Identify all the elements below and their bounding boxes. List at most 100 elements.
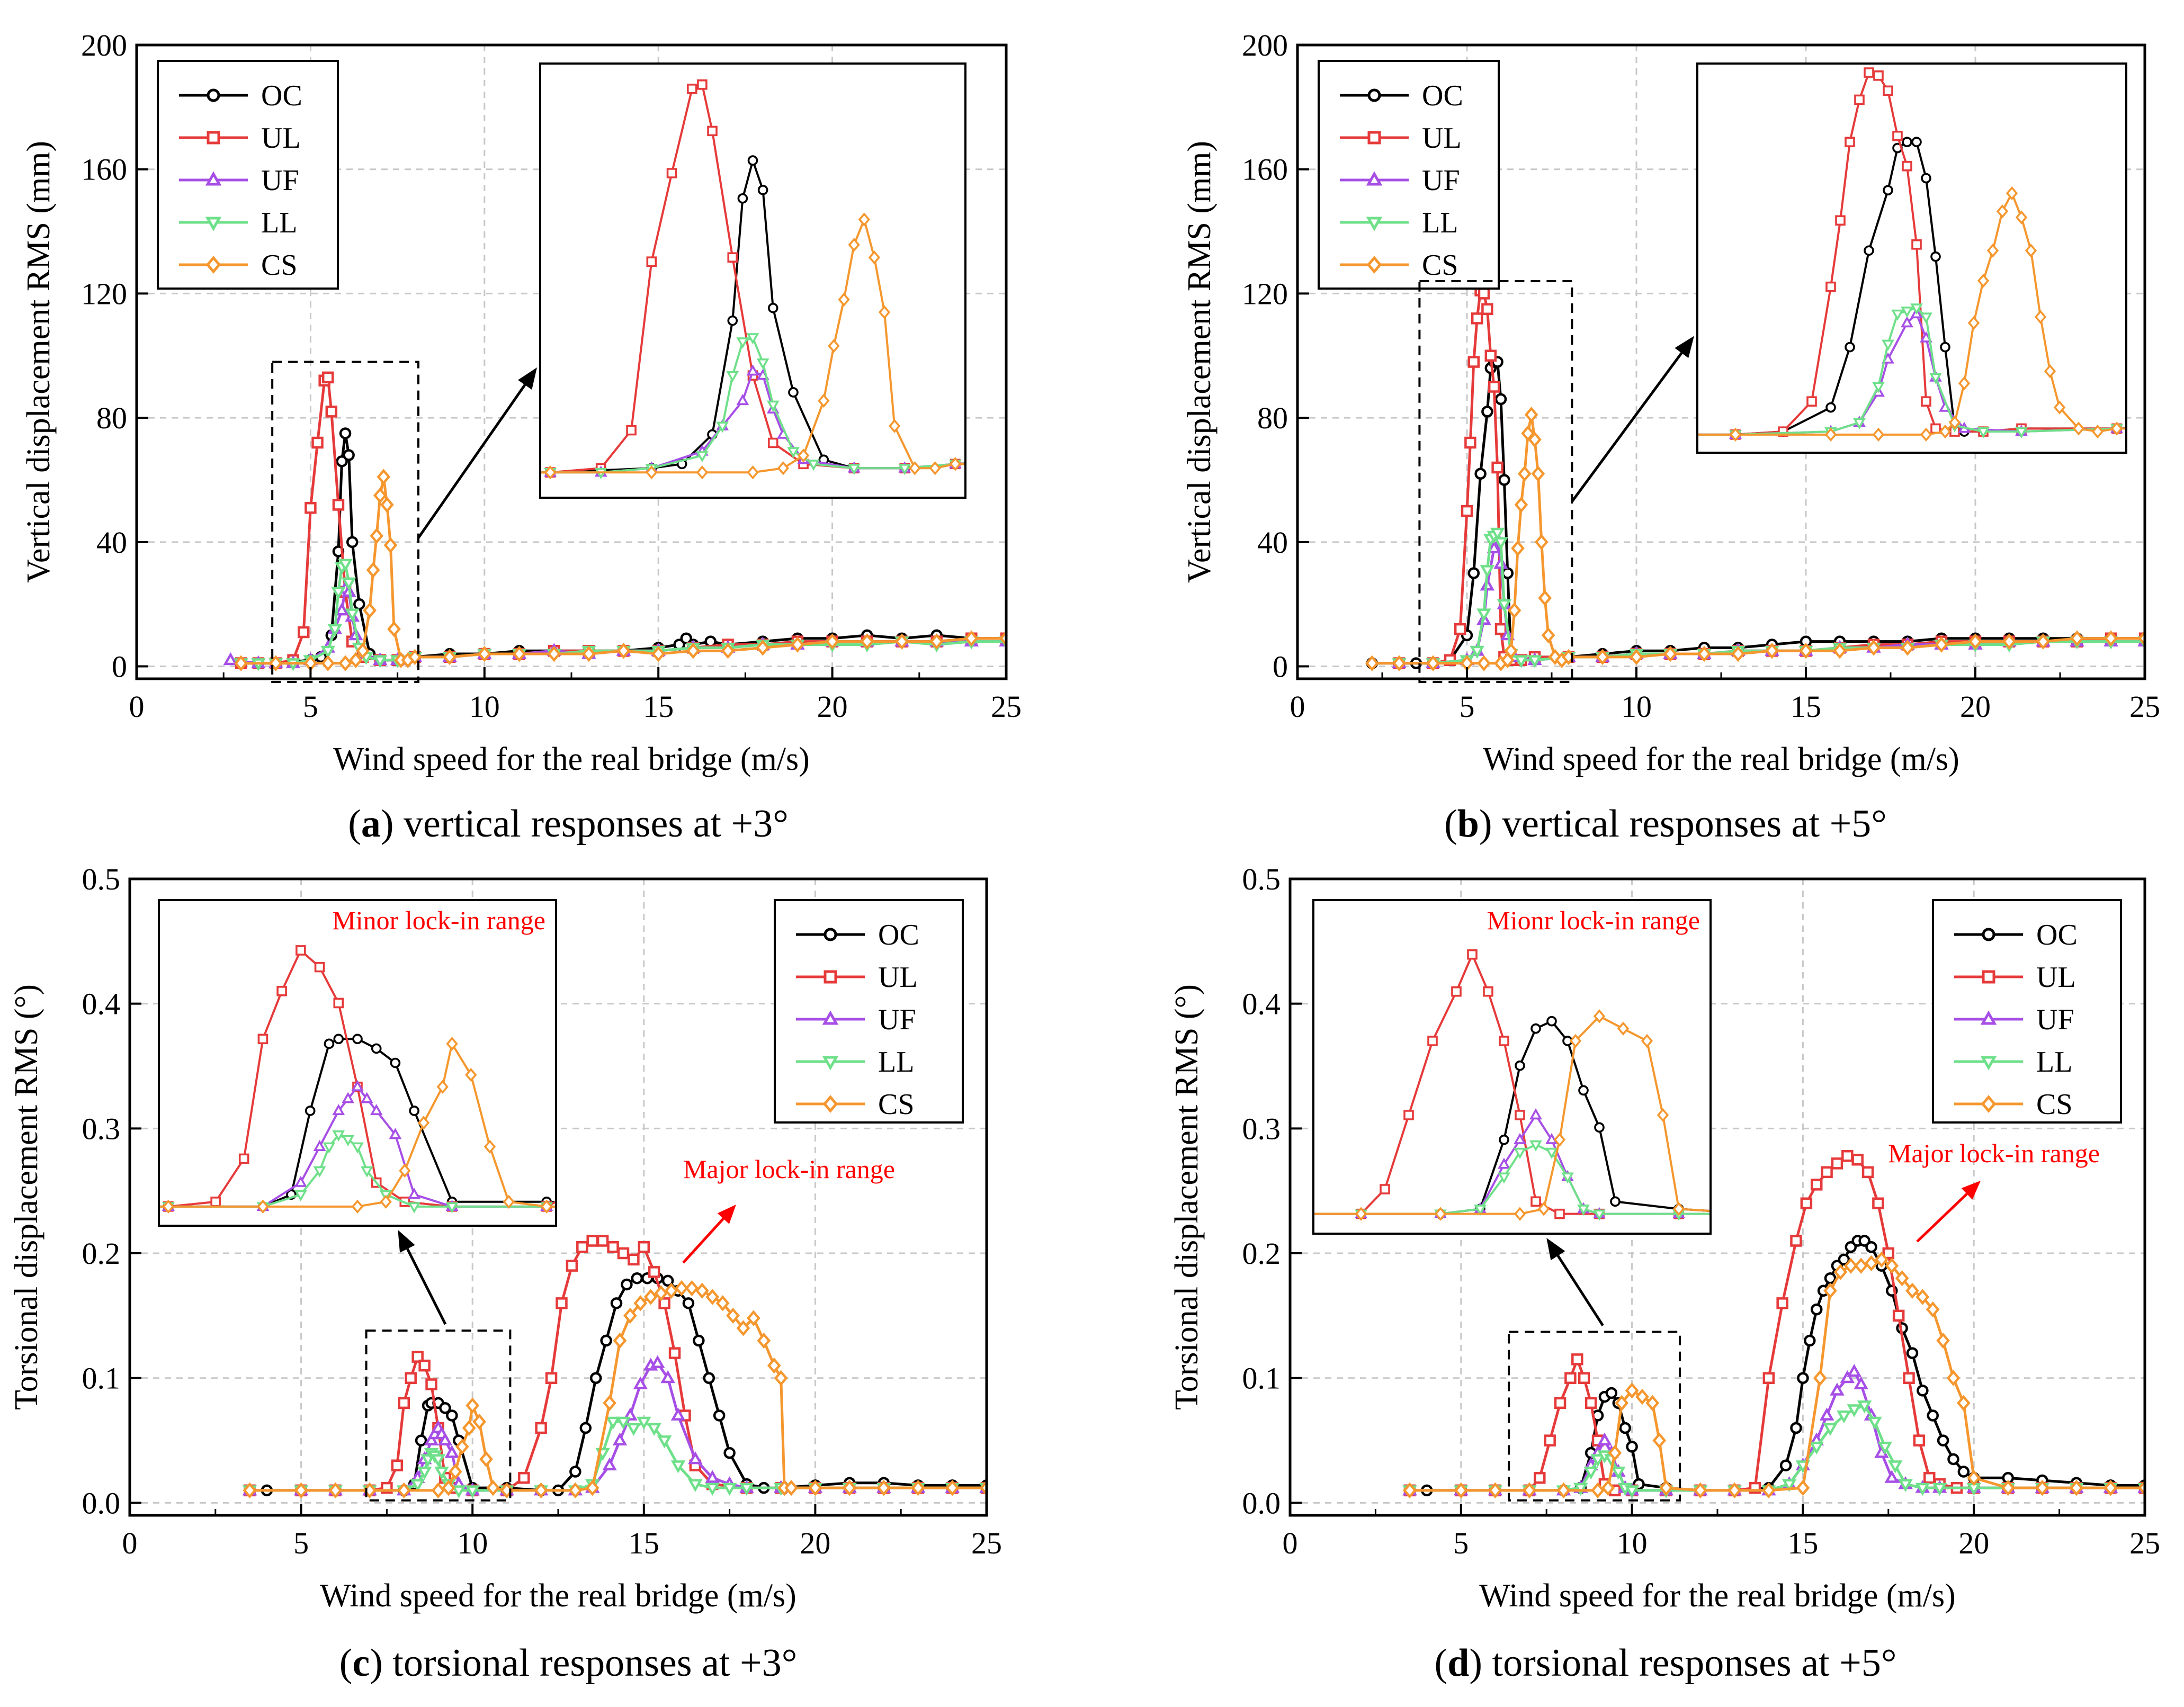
inset-point-oc — [684, 1202, 693, 1211]
main-point-cs — [651, 645, 666, 662]
inset-point-cs — [1138, 842, 1147, 853]
main-point-oc — [339, 427, 352, 439]
inset-point-ul — [2167, 641, 2176, 650]
annotation-minor-lock-in: Mionr lock-in range — [1487, 905, 1700, 935]
main-point-oc — [589, 1372, 602, 1384]
main-point-oc — [661, 1274, 674, 1287]
main-point-ll — [345, 608, 360, 622]
inset-point-cs — [1223, 870, 1232, 882]
inset-point-cs — [1356, 454, 1365, 465]
x-tick-label: 0 — [122, 1526, 138, 1560]
main-point-ul — [648, 1266, 660, 1278]
main-point-cs — [2104, 1479, 2118, 1496]
inset-point-ul — [1277, 1210, 1286, 1218]
main-point-ul — [1578, 1372, 1590, 1384]
inset-point-ll — [1561, 1172, 1574, 1184]
zoom-arrow-line — [417, 384, 526, 539]
inset-point-ll — [1977, 427, 1990, 438]
legend-label-uf: UF — [2036, 1003, 2074, 1036]
inset-point-uf — [1153, 455, 1162, 463]
inset-point-ul — [707, 125, 718, 137]
y-tick-label: 160 — [1242, 152, 1288, 187]
main-point-cs — [1761, 1482, 1776, 1499]
y-tick-label: 0.4 — [1242, 987, 1281, 1021]
inset-point-cs — [2072, 421, 2085, 436]
inset-point-ll — [1062, 1191, 1071, 1200]
main-point-ul — [617, 1247, 630, 1260]
main-point-ul — [1464, 436, 1476, 449]
main-point-ul — [1861, 1166, 1874, 1179]
inset-point-ll — [716, 421, 729, 433]
inset-point-ll — [1659, 452, 1669, 461]
main-point-ul — [545, 1372, 558, 1384]
inset-point-oc — [987, 800, 995, 808]
inset-point-ul — [1833, 1210, 1842, 1218]
inset-point-cs — [878, 305, 891, 319]
legend-marker-uf — [205, 171, 222, 186]
main-point-ll — [1915, 1483, 1930, 1496]
legend-marker-ul — [1982, 970, 1995, 984]
inset-point-ul — [1427, 1036, 1438, 1046]
legend-label-uf: UF — [261, 164, 299, 197]
main-point-oc — [1605, 1387, 1618, 1399]
main-point-cs — [2036, 633, 2050, 650]
main-point-cs — [1833, 643, 1847, 659]
main-point-oc — [1804, 1334, 1816, 1347]
x-tick-label: 5 — [1460, 689, 1475, 724]
x-tick-label: 0 — [1283, 1526, 1298, 1560]
main-point-cs — [1813, 1370, 1827, 1386]
main-point-oc — [1947, 1453, 1959, 1466]
main-point-cs — [431, 1482, 445, 1499]
inset-point-ll — [1593, 1209, 1606, 1221]
main-point-ul — [1841, 1149, 1854, 1162]
inset-point-oc — [930, 795, 938, 804]
zoom-region-box — [1418, 280, 1573, 683]
inset-point-ll — [1078, 1210, 1088, 1219]
inset-point-ul — [69, 1202, 78, 1211]
main-point-cs — [1652, 1432, 1667, 1449]
inset-point-oc — [845, 843, 854, 852]
inset-point-ll — [1545, 1147, 1558, 1159]
inset-point-cs — [1833, 1208, 1842, 1219]
main-point-ll — [1898, 1479, 1913, 1493]
main-point-cs — [686, 643, 700, 659]
inset-point-uf — [69, 1202, 78, 1210]
inset-point-ll — [332, 1130, 345, 1142]
inset-point-oc — [1255, 451, 1263, 460]
main-point-cs — [1693, 1482, 1707, 1499]
main-point-oc — [1824, 1272, 1837, 1284]
inset-point-ul — [807, 723, 816, 732]
inset-point-oc — [757, 185, 768, 195]
inset-point-cs — [818, 393, 830, 408]
inset-point-cs — [1753, 1208, 1763, 1219]
inset-point-oc — [1499, 1134, 1509, 1145]
main-point-cs — [1523, 1482, 1536, 1499]
inset-point-uf — [408, 1188, 421, 1199]
inset-point-ul — [1902, 160, 1912, 172]
inset-point-ul — [1079, 1210, 1087, 1218]
main-point-cs — [1854, 1257, 1868, 1274]
main-point-cs — [1967, 1470, 1981, 1486]
main-point-ul — [332, 499, 345, 511]
y-tick-label: 0.1 — [82, 1361, 121, 1396]
panel-c: 0 5 10 15 20 25 0.0 0.1 0.2 0.3 0.4 0.5 Wind speed f… — [8, 723, 1780, 1685]
main-point-ll — [1583, 1467, 1598, 1480]
inset-point-ll — [1356, 456, 1365, 465]
inset-background — [1313, 900, 1711, 1234]
main-point-oc — [1917, 1385, 1929, 1397]
main-line-uf — [1409, 1370, 2145, 1492]
inset-plot — [69, 723, 1780, 1227]
main-series-oc — [244, 1272, 987, 1497]
inset-point-oc — [760, 1083, 768, 1091]
inset-point-cs — [1912, 1208, 1922, 1219]
inset-point-ul — [1854, 94, 1865, 105]
main-point-ul — [1467, 356, 1480, 368]
main-point-cs — [1591, 1482, 1605, 1499]
inset-point-cs — [828, 339, 840, 353]
inset-point-ll — [1753, 1210, 1763, 1219]
main-point-ul — [535, 1422, 547, 1434]
inset-point-ll — [1052, 461, 1061, 469]
inset-point-ll — [1204, 1198, 1213, 1207]
inset-point-oc — [1772, 1193, 1780, 1201]
inset-point-ul — [296, 945, 306, 956]
